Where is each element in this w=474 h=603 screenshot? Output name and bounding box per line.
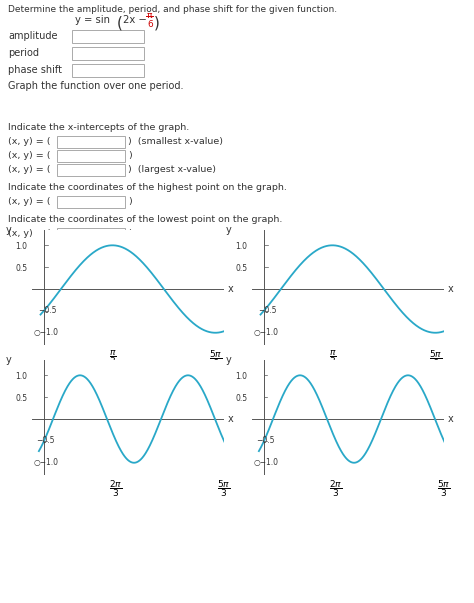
Text: phase shift: phase shift bbox=[8, 65, 62, 75]
Text: 2x −: 2x − bbox=[123, 15, 150, 25]
Text: y: y bbox=[226, 355, 232, 365]
Text: −0.5: −0.5 bbox=[38, 306, 56, 315]
Text: ○−1.0: ○−1.0 bbox=[254, 328, 279, 337]
Text: )  (largest x-value): ) (largest x-value) bbox=[128, 165, 216, 174]
Text: amplitude: amplitude bbox=[8, 31, 57, 41]
Text: Indicate the x-intercepts of the graph.: Indicate the x-intercepts of the graph. bbox=[8, 123, 189, 132]
Text: )  (smallest x-value): ) (smallest x-value) bbox=[128, 137, 223, 146]
Text: y: y bbox=[226, 225, 232, 235]
Text: x: x bbox=[448, 284, 454, 294]
Text: ○−1.0: ○−1.0 bbox=[254, 458, 278, 467]
Text: Indicate the coordinates of the highest point on the graph.: Indicate the coordinates of the highest … bbox=[8, 183, 287, 192]
Text: Indicate the coordinates of the lowest point on the graph.: Indicate the coordinates of the lowest p… bbox=[8, 215, 283, 224]
Bar bbox=[57, 196, 125, 208]
Bar bbox=[72, 47, 144, 60]
Text: (x, y) = (: (x, y) = ( bbox=[8, 229, 51, 238]
Text: (x, y) = (: (x, y) = ( bbox=[8, 165, 51, 174]
Text: Graph the function over one period.: Graph the function over one period. bbox=[8, 81, 183, 91]
Text: ): ) bbox=[128, 197, 132, 206]
Text: y = sin: y = sin bbox=[75, 15, 110, 25]
Text: (: ( bbox=[117, 15, 123, 30]
Text: ): ) bbox=[128, 151, 132, 160]
Text: 6: 6 bbox=[147, 20, 153, 29]
Text: ): ) bbox=[154, 15, 160, 30]
Bar bbox=[72, 64, 144, 77]
Text: period: period bbox=[8, 48, 39, 58]
Text: (x, y) = (: (x, y) = ( bbox=[8, 151, 51, 160]
Bar bbox=[57, 150, 125, 162]
Bar bbox=[57, 136, 125, 148]
Text: x: x bbox=[228, 284, 234, 294]
Bar bbox=[72, 30, 144, 43]
Text: x: x bbox=[228, 414, 234, 424]
Text: y: y bbox=[6, 355, 12, 365]
Text: −0.5: −0.5 bbox=[256, 437, 275, 446]
Text: ○−1.0: ○−1.0 bbox=[34, 328, 59, 337]
Text: π: π bbox=[147, 11, 153, 21]
Bar bbox=[57, 164, 125, 176]
Text: ): ) bbox=[128, 229, 132, 238]
Text: (x, y) = (: (x, y) = ( bbox=[8, 197, 51, 206]
Text: ○−1.0: ○−1.0 bbox=[34, 458, 58, 467]
Text: Determine the amplitude, period, and phase shift for the given function.: Determine the amplitude, period, and pha… bbox=[8, 5, 337, 14]
Text: −0.5: −0.5 bbox=[258, 306, 276, 315]
Text: −0.5: −0.5 bbox=[36, 437, 55, 446]
Text: x: x bbox=[448, 414, 454, 424]
Text: (x, y) = (: (x, y) = ( bbox=[8, 137, 51, 146]
Bar bbox=[57, 228, 125, 240]
Text: y: y bbox=[6, 225, 12, 235]
